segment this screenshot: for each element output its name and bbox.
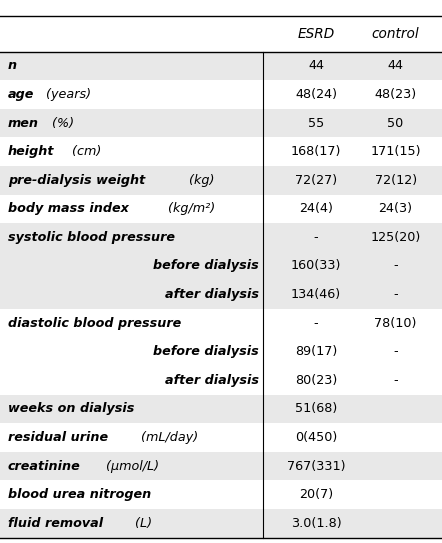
Text: diastolic blood pressure: diastolic blood pressure (8, 317, 181, 330)
Text: residual urine: residual urine (8, 431, 108, 444)
Text: 24(3): 24(3) (379, 203, 412, 216)
Bar (0, 137, 442, 166)
Bar (0, 223, 442, 252)
Text: 3.0(1.8): 3.0(1.8) (291, 517, 341, 530)
Bar (0, 280, 442, 309)
Text: 72(12): 72(12) (374, 174, 417, 187)
Text: after dialysis: after dialysis (164, 374, 259, 387)
Text: (μmol/L): (μmol/L) (102, 459, 159, 472)
Text: creatinine: creatinine (8, 459, 81, 472)
Text: -: - (393, 288, 398, 301)
Text: (mL/day): (mL/day) (137, 431, 198, 444)
Bar (0, 395, 442, 423)
Text: -: - (393, 374, 398, 387)
Bar (0, 166, 442, 194)
Bar (0, 423, 442, 452)
Bar (0, 366, 442, 395)
Text: 24(4): 24(4) (299, 203, 333, 216)
Text: 78(10): 78(10) (374, 317, 417, 330)
Text: 55: 55 (308, 117, 324, 130)
Text: men: men (8, 117, 39, 130)
Text: 48(24): 48(24) (295, 88, 337, 101)
Text: -: - (314, 317, 318, 330)
Bar (0, 16, 442, 52)
Text: 44: 44 (308, 59, 324, 72)
Text: after dialysis: after dialysis (164, 288, 259, 301)
Text: control: control (372, 27, 419, 41)
Text: ESRD: ESRD (297, 27, 335, 41)
Text: 89(17): 89(17) (295, 345, 337, 358)
Text: 134(46): 134(46) (291, 288, 341, 301)
Bar (0, 509, 442, 538)
Text: body mass index: body mass index (8, 203, 129, 216)
Text: 168(17): 168(17) (291, 145, 341, 158)
Text: pre-dialysis weight: pre-dialysis weight (8, 174, 145, 187)
Text: height: height (8, 145, 54, 158)
Text: 48(23): 48(23) (374, 88, 417, 101)
Text: age: age (8, 88, 34, 101)
Text: 72(27): 72(27) (295, 174, 337, 187)
Text: systolic blood pressure: systolic blood pressure (8, 231, 175, 244)
Text: before dialysis: before dialysis (153, 345, 259, 358)
Text: weeks on dialysis: weeks on dialysis (8, 402, 134, 415)
Text: 160(33): 160(33) (291, 260, 341, 273)
Text: 44: 44 (388, 59, 404, 72)
Text: n: n (8, 59, 17, 72)
Text: (%): (%) (48, 117, 74, 130)
Bar (0, 452, 442, 481)
Bar (0, 52, 442, 80)
Text: 0(450): 0(450) (295, 431, 337, 444)
Text: -: - (393, 345, 398, 358)
Text: 125(20): 125(20) (370, 231, 421, 244)
Text: 171(15): 171(15) (370, 145, 421, 158)
Text: 80(23): 80(23) (295, 374, 337, 387)
Text: 20(7): 20(7) (299, 488, 333, 501)
Bar (0, 252, 442, 280)
Text: (L): (L) (131, 517, 152, 530)
Text: -: - (314, 231, 318, 244)
Text: before dialysis: before dialysis (153, 260, 259, 273)
Bar (0, 337, 442, 366)
Text: (years): (years) (42, 88, 91, 101)
Text: 767(331): 767(331) (287, 459, 345, 472)
Bar (0, 481, 442, 509)
Bar (0, 194, 442, 223)
Text: (kg): (kg) (185, 174, 214, 187)
Text: fluid removal: fluid removal (8, 517, 103, 530)
Text: (kg/m²): (kg/m²) (164, 203, 215, 216)
Bar (0, 109, 442, 137)
Text: 51(68): 51(68) (295, 402, 337, 415)
Text: (cm): (cm) (68, 145, 101, 158)
Bar (0, 309, 442, 337)
Text: -: - (393, 260, 398, 273)
Bar (0, 80, 442, 109)
Text: blood urea nitrogen: blood urea nitrogen (8, 488, 151, 501)
Text: 50: 50 (388, 117, 404, 130)
